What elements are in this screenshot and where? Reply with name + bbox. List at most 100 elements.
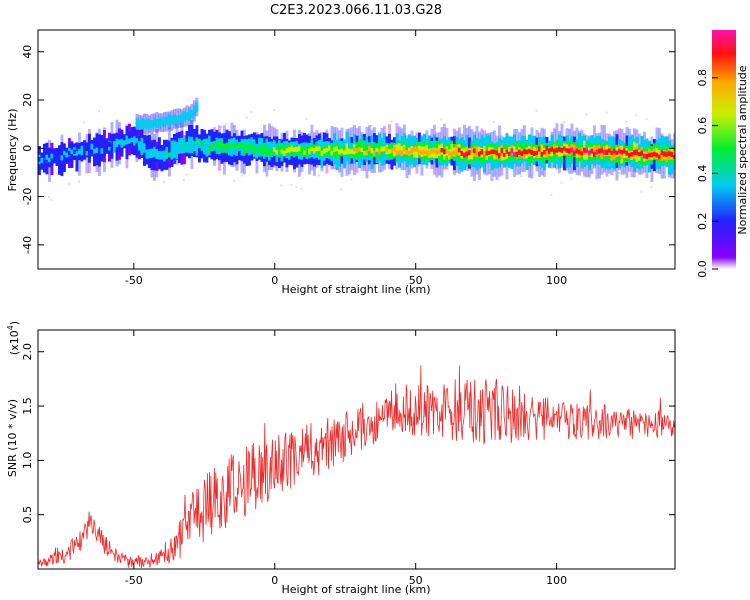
heatmap-cell [210, 145, 214, 151]
heatmap-cell [180, 143, 184, 148]
snr-y-axis-label: SNR (10 * v/v) [6, 399, 19, 477]
heatmap-cell [513, 146, 516, 156]
heatmap-cell [230, 143, 234, 149]
heatmap-cell [338, 149, 341, 155]
heatmap-cell [165, 146, 169, 157]
heatmap-cell [150, 151, 154, 157]
heatmap-cell [535, 150, 539, 155]
heatmap-cell [190, 109, 194, 119]
heatmap-cell [263, 149, 266, 155]
heatmap-cell [538, 146, 541, 152]
heatmap-cell [345, 143, 349, 154]
heatmap-cell [558, 147, 561, 152]
heatmap-cell [453, 150, 456, 155]
colorbar-ticks: 0.0 0.2 0.4 0.6 0.8 [696, 69, 718, 278]
heatmap-cell [390, 148, 394, 154]
heatmap-cell [298, 145, 301, 152]
heatmap-cell [545, 145, 549, 151]
heatmap-cell [440, 118, 443, 121]
heatmap-cell [325, 148, 329, 153]
heatmap-cell [133, 140, 136, 146]
heatmap-cell [518, 172, 520, 175]
heatmap-cell [628, 152, 631, 158]
spectrogram-frame [37, 29, 676, 270]
heatmap-cell [358, 148, 361, 157]
heatmap-cell [528, 148, 531, 154]
heatmap-cell [63, 150, 66, 156]
heatmap-cell [508, 151, 511, 157]
heatmap-cell [570, 147, 574, 153]
heatmap-cell [430, 148, 434, 154]
heatmap-cell [160, 117, 164, 127]
heatmap-cell [145, 149, 149, 155]
heatmap-cell [385, 146, 389, 152]
heatmap-cell [128, 138, 131, 144]
heatmap-cell [603, 168, 605, 171]
heatmap-cell [225, 143, 229, 154]
heatmap-cell [480, 149, 484, 155]
heatmap-cell [215, 142, 219, 147]
heatmap-cell [573, 144, 576, 155]
heatmap-cell [70, 149, 74, 155]
heatmap-cell [155, 118, 159, 129]
heatmap-cell [48, 196, 50, 199]
heatmap-cell [195, 102, 199, 112]
colorbar-tick-label: 0.0 [696, 260, 709, 278]
heatmap-cell [415, 148, 419, 158]
heatmap-cell [613, 150, 616, 160]
heatmap-cell [553, 148, 556, 155]
heatmap-cell [403, 146, 406, 152]
heatmap-cell [280, 184, 283, 187]
heatmap-cell [153, 117, 156, 128]
heatmap-cell [40, 157, 44, 163]
heatmap-cell [278, 148, 281, 154]
heatmap-cell [588, 150, 591, 156]
heatmap-cell [458, 146, 460, 149]
heatmap-cell [553, 127, 555, 130]
heatmap-cell [38, 157, 41, 162]
heatmap-cell [560, 147, 564, 153]
heatmap-cell [373, 150, 376, 157]
heatmap-cell [195, 139, 199, 145]
heatmap-cell [445, 148, 449, 154]
heatmap-cell [608, 148, 611, 153]
heatmap-cell [535, 109, 538, 112]
heatmap-cell [350, 178, 353, 181]
heatmap-cell [185, 173, 188, 176]
heatmap-cell [223, 146, 226, 152]
heatmap-cell [330, 150, 334, 156]
heatmap-cell [450, 151, 454, 157]
heatmap-cell [68, 150, 71, 156]
heatmap-cell [433, 159, 435, 162]
heatmap-cell [410, 147, 414, 154]
heatmap-cell [533, 140, 535, 143]
heatmap-cell [168, 114, 171, 126]
heatmap-cell [188, 109, 191, 121]
heatmap-cell [440, 148, 444, 153]
y-tick-label: -40 [21, 236, 34, 254]
y-tick-label: -20 [21, 188, 34, 206]
heatmap-cell [148, 119, 151, 129]
heatmap-cell [305, 147, 309, 154]
heatmap-cell [75, 147, 78, 150]
heatmap-cell [70, 151, 74, 163]
heatmap-cell [380, 170, 383, 173]
heatmap-cell [210, 142, 213, 145]
heatmap-cell [475, 152, 479, 158]
heatmap-cell [415, 130, 418, 133]
x-tick-label: 0 [271, 574, 278, 587]
heatmap-cell [510, 148, 514, 154]
heatmap-cell [333, 147, 336, 152]
heatmap-cell [443, 149, 446, 155]
heatmap-cell [265, 167, 268, 170]
heatmap-cell [270, 149, 274, 155]
heatmap-cell [503, 153, 506, 158]
figure-title: C2E3.2023.066.11.03.G28 [270, 3, 442, 18]
heatmap-cell [620, 150, 624, 160]
heatmap-cell [640, 190, 643, 193]
heatmap-cell [165, 115, 169, 125]
heatmap-cell [583, 161, 585, 164]
heatmap-cell [88, 149, 91, 155]
heatmap-cell [585, 149, 589, 160]
